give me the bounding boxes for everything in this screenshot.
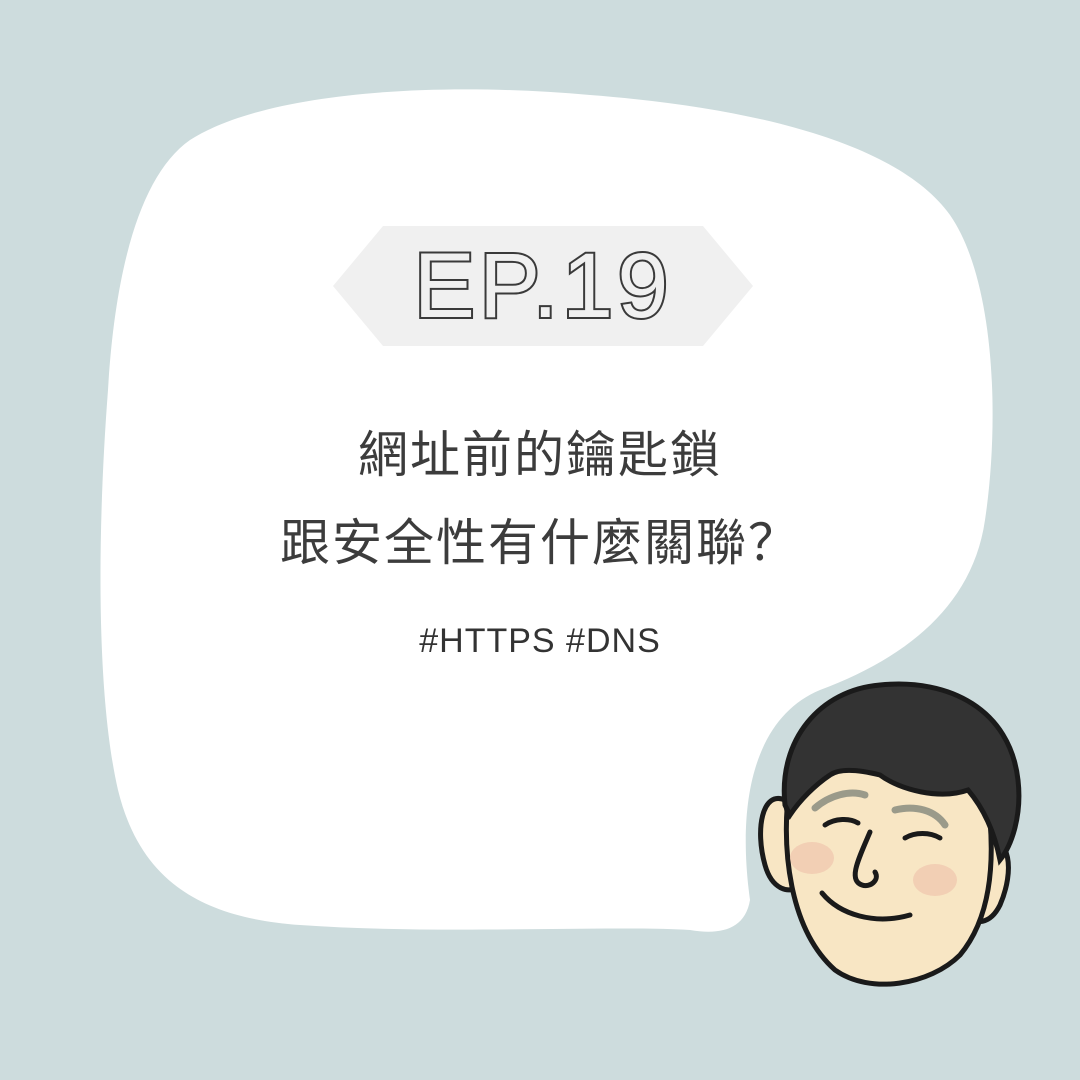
title-line-1: 網址前的鑰匙鎖 <box>358 426 722 484</box>
right-eyebrow-icon <box>891 804 949 829</box>
smile-icon <box>819 890 913 922</box>
title-line-2: 跟安全性有什麼關聯？ <box>280 514 800 572</box>
left-eyebrow-icon <box>811 789 869 812</box>
left-eye-icon <box>822 817 861 828</box>
right-eye-icon <box>902 831 943 841</box>
nose-icon <box>852 829 879 889</box>
right-cheek-icon <box>913 864 957 896</box>
episode-label: EP.19 <box>412 233 673 339</box>
left-cheek-icon <box>790 842 834 874</box>
hashtags: #HTTPS #DNS <box>419 622 661 660</box>
hair-icon <box>781 681 1022 866</box>
